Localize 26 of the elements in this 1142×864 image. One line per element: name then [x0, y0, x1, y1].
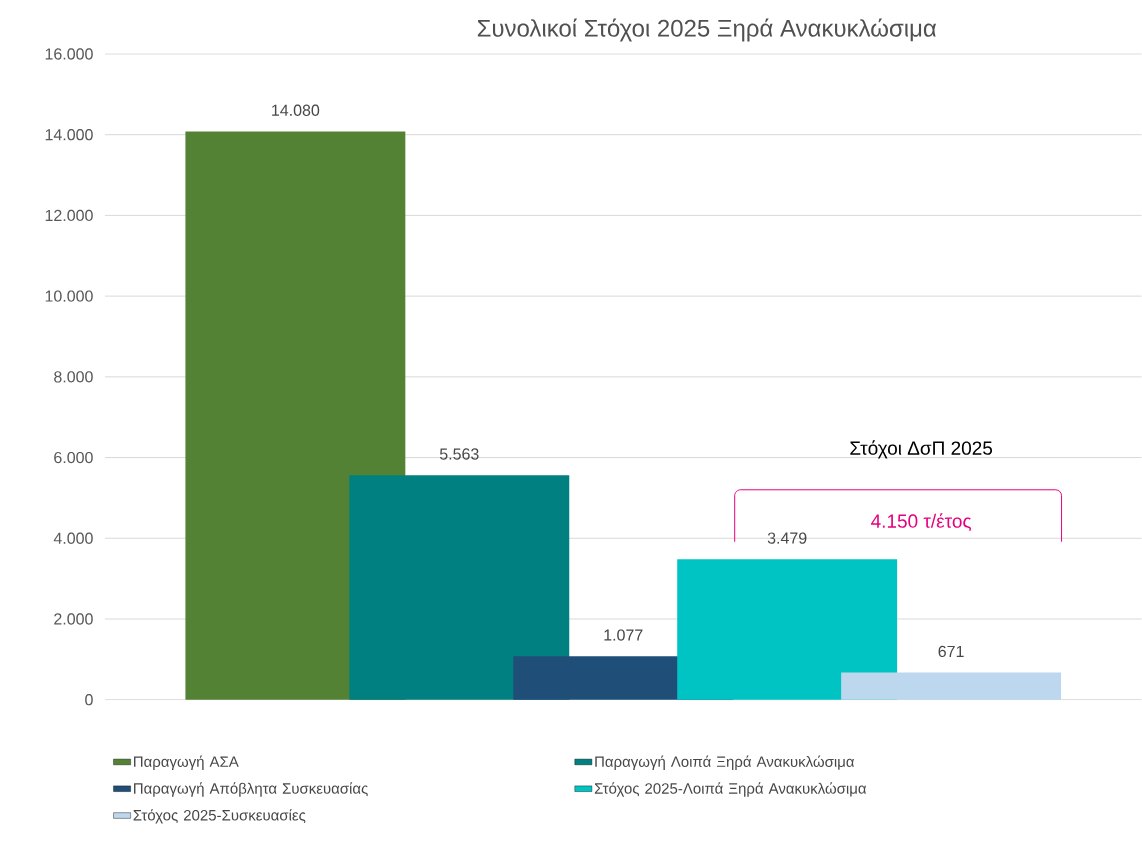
y-tick-label: 4.000: [53, 532, 93, 545]
y-tick-label: 12.000: [45, 209, 93, 222]
bar: [185, 131, 406, 700]
y-tick-label: 16.000: [45, 48, 93, 60]
data-label: 14.080: [272, 104, 320, 117]
y-tick-label: 14.000: [45, 129, 93, 141]
legend-label: Παραγωγή ΑΣΑ: [134, 755, 239, 771]
legend-label: Παραγωγή Απόβλητα Συσκευασίας: [134, 782, 368, 797]
data-label: 3.479: [767, 532, 807, 544]
bar: [841, 672, 1062, 700]
y-tick-label: 0: [85, 694, 93, 706]
annotation: Στόχοι ΔσΠ 2025: [850, 440, 993, 459]
data-label: 1.077: [604, 629, 643, 641]
y-tick-label: 6.000: [54, 452, 93, 464]
y-tick-label: 2.000: [54, 613, 93, 625]
bar: [349, 475, 570, 700]
data-label: 671: [938, 645, 964, 658]
y-tick-label: 8.000: [54, 371, 93, 383]
y-tick-label: 10.000: [45, 290, 93, 302]
legend-label: Στόχος 2025-Συσκευασίες: [133, 809, 306, 824]
legend-label: Στόχος 2025-Λοιπά Ξηρά Ανακυκλώσιμα: [594, 782, 867, 797]
chart-title: Συνολικοί Στόχοι 2025 Ξηρά Ανακυκλώσιμα: [477, 18, 937, 42]
legend-label: Παραγωγή Λοιπά Ξηρά Ανακυκλώσιμα: [595, 755, 855, 771]
bar: [677, 559, 898, 700]
data-label: 5.563: [439, 448, 479, 460]
annotation: 4.150 τ/έτος: [871, 513, 972, 532]
